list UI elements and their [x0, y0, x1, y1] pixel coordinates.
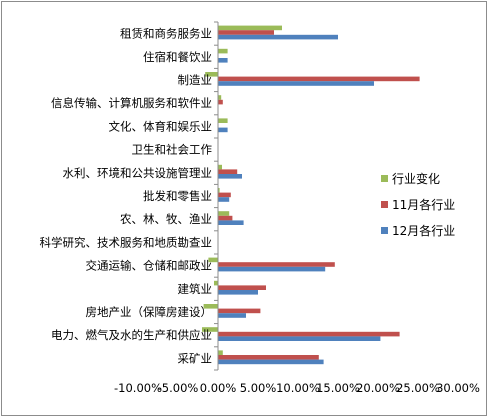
bar-1-15: [218, 350, 223, 355]
legend: 行业变化 11月各行业 12月各行业: [381, 171, 455, 238]
x-tick-label: 30.00%: [436, 381, 480, 395]
category-label: 文化、体育和娱乐业: [109, 119, 213, 133]
category-label: 制造业: [178, 73, 213, 87]
bar-1-13: [203, 304, 218, 309]
bar-2-13: [218, 308, 261, 314]
bar-2-12: [218, 285, 266, 290]
x-tick-label: 20.00%: [356, 381, 400, 395]
bar-1-2: [218, 48, 228, 54]
bar-1-7: [218, 164, 222, 170]
x-tick-label: -5.00%: [158, 381, 199, 395]
category-label: 科学研究、技术服务和地质勘查业: [40, 235, 213, 249]
legend-swatch: [381, 201, 388, 208]
category-label: 租赁和商务服务业: [120, 27, 212, 41]
bars-layer: [202, 25, 420, 365]
category-label: 信息传输、计算机服务和软件业: [51, 96, 212, 110]
bar-2-11: [218, 262, 335, 267]
category-label: 电力、燃气及水的生产和供应业: [51, 328, 212, 342]
x-tick-label: 10.00%: [276, 381, 320, 395]
x-tick-labels: -10.00%-5.00% 0.00% 5.00% 10.00%15.00%20.00…: [114, 381, 480, 395]
bar-2-14: [218, 331, 400, 337]
category-label: 采矿业: [178, 351, 213, 365]
bar-2-15: [218, 355, 319, 360]
bar-3-14: [218, 336, 381, 341]
bar-2-3: [218, 76, 420, 82]
bar-3-5: [218, 127, 228, 133]
bar-3-13: [218, 313, 246, 318]
bar-1-5: [218, 118, 228, 123]
bar-2-1: [218, 30, 274, 35]
category-labels: 租赁和商务服务业住宿和餐饮业制造业信息传输、计算机服务和软件业文化、体育和娱乐业…: [40, 27, 213, 366]
bar-2-7: [218, 169, 238, 174]
x-tick-label: 0.00%: [200, 381, 237, 395]
x-tick-label: 15.00%: [316, 381, 360, 395]
category-label: 批发和零售业: [143, 189, 212, 203]
legend-swatch: [381, 227, 388, 234]
y-axis-ticks: [214, 21, 218, 371]
bar-3-8: [218, 197, 230, 202]
bar-1-4: [218, 95, 222, 100]
x-tick-label: 25.00%: [396, 381, 440, 395]
category-label: 交通运输、仓储和邮政业: [86, 259, 213, 273]
bar-3-2: [218, 58, 228, 63]
x-tick-label: 5.00%: [240, 381, 277, 395]
bar-1-1: [218, 25, 282, 31]
category-label: 房地产业（保障房建设）: [86, 305, 213, 319]
bar-1-9: [218, 211, 230, 216]
bar-3-11: [218, 266, 326, 272]
bar-2-4: [218, 99, 223, 105]
legend-label: 11月各行业: [392, 197, 455, 212]
x-tick-label: -10.00%: [114, 381, 162, 395]
bar-1-3: [205, 72, 218, 77]
bar-3-1: [218, 34, 338, 40]
bar-3-9: [218, 220, 244, 225]
bar-3-3: [218, 81, 374, 86]
legend-swatch: [381, 175, 388, 182]
bar-3-7: [218, 174, 242, 179]
bar-3-15: [218, 359, 324, 365]
bar-3-12: [218, 290, 258, 295]
legend-label: 行业变化: [392, 171, 440, 186]
category-label: 建筑业: [178, 282, 213, 296]
bar-1-8: [218, 188, 220, 193]
bar-1-12: [214, 280, 218, 286]
bar-2-8: [218, 192, 231, 198]
category-label: 卫生和社会工作: [132, 143, 213, 157]
bar-1-11: [208, 257, 218, 263]
legend-label: 12月各行业: [392, 223, 455, 238]
category-label: 水利、环境和公共设施管理业: [63, 166, 213, 180]
bar-2-9: [218, 215, 233, 221]
bar-1-14: [202, 327, 218, 332]
category-label: 住宿和餐饮业: [143, 50, 212, 64]
category-label: 农、林、牧、渔业: [120, 212, 212, 226]
